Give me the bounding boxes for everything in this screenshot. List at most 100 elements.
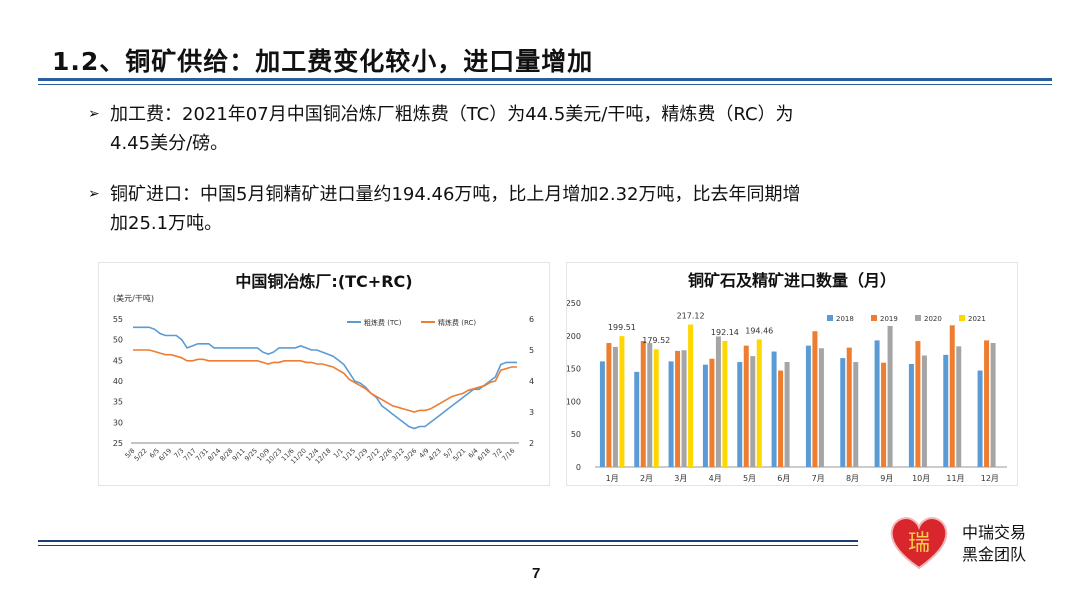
x-tick-label: 10月: [912, 474, 930, 483]
chart-title: 中国铜冶炼厂:(TC+RC): [235, 272, 412, 291]
chart-unit-label: (美元/干吨): [113, 293, 154, 303]
bar-2018: [805, 345, 811, 467]
bar-2021: [688, 324, 694, 467]
bar-2020: [990, 343, 996, 467]
x-tick-label: 4月: [709, 474, 722, 483]
y-left-tick-label: 55: [113, 315, 123, 324]
bar-2020: [750, 356, 756, 467]
legend-label: 2018: [836, 315, 854, 323]
legend-label: 精炼费 (RC): [438, 318, 476, 327]
page-number: 7: [532, 565, 541, 582]
y-tick-label: 50: [571, 430, 581, 439]
footer-divider: [38, 540, 858, 542]
x-tick-label: 3/26: [402, 447, 418, 463]
y-right-tick-label: 5: [529, 346, 534, 355]
import-chart-panel: 铜矿石及精矿进口数量（月） 0 50 100 150 200 250 1月 2月 3月 4月 5月 6…: [566, 262, 1018, 486]
tcrc-line-chart: 中国铜冶炼厂:(TC+RC) (美元/干吨) 25303540455055234…: [113, 272, 534, 466]
footer-divider-thin: [38, 545, 858, 546]
y-right-tick-label: 3: [529, 408, 534, 417]
bar-2018: [977, 370, 983, 467]
bullet-line-1: 加工费：2021年07月中国铜冶炼厂粗炼费（TC）为44.5美元/干吨，精炼费（…: [110, 104, 794, 125]
x-tick-label: 7月: [812, 474, 825, 483]
bar-2019: [675, 350, 681, 467]
bar-2020: [715, 336, 721, 467]
bar-2019: [915, 341, 921, 467]
x-tick-label: 5月: [743, 474, 756, 483]
x-tick-label: 5/22: [133, 447, 149, 463]
data-label: 192.14: [711, 328, 739, 337]
x-tick-label: 6/18: [476, 447, 492, 463]
bar-2021: [722, 340, 728, 467]
y-left-tick-label: 45: [113, 356, 123, 365]
bar-2020: [956, 346, 962, 467]
legend-label: 粗炼费 (TC): [364, 318, 402, 327]
brand-line-2: 黑金团队: [962, 545, 1027, 564]
bar-2020: [784, 362, 790, 467]
series-line-tc: [133, 326, 517, 430]
bar-2018: [908, 364, 914, 467]
logo-lettering: 瑞: [908, 531, 930, 556]
bullet-line-1: 铜矿进口：中国5月铜精矿进口量约194.46万吨，比上月增加2.32万吨，比去年…: [110, 184, 801, 205]
bar-2019: [606, 343, 612, 467]
y-left-tick-label: 40: [113, 377, 123, 386]
x-tick-label: 9月: [880, 474, 893, 483]
bar-2020: [853, 362, 859, 467]
bar-2019: [778, 370, 784, 467]
bar-2018: [702, 364, 708, 467]
bullet-line-2: 加25.1万吨。: [110, 213, 223, 234]
x-tick-label: 6月: [777, 474, 790, 483]
legend-label: 2021: [968, 315, 986, 323]
bar-2019: [984, 340, 990, 467]
x-tick-label: 12月: [981, 474, 999, 483]
arrow-bullet-icon: ➢: [88, 186, 100, 202]
y-left-tick-label: 50: [113, 336, 123, 345]
bar-2019: [949, 325, 955, 467]
x-tick-label: 11月: [946, 474, 964, 483]
y-right-tick-label: 6: [529, 315, 534, 324]
y-right-tick-label: 4: [529, 377, 534, 386]
bar-2018: [737, 362, 743, 467]
bar-2019: [846, 347, 852, 467]
x-tick-label: 7/16: [500, 447, 516, 463]
bar-2019: [743, 345, 749, 467]
y-tick-label: 200: [567, 332, 581, 341]
data-label: 179.52: [642, 336, 670, 345]
bar-2020: [818, 348, 824, 467]
bullet-line-2: 4.45美分/磅。: [110, 133, 229, 154]
brand-block: 中瑞交易 黑金团队: [962, 522, 1026, 566]
bar-2019: [881, 362, 887, 467]
bar-2021: [756, 339, 762, 467]
bar-2018: [668, 361, 674, 467]
bar-2018: [840, 358, 846, 467]
x-tick-label: 3月: [674, 474, 687, 483]
heart-logo-icon: 瑞: [890, 517, 948, 570]
bar-2018: [599, 361, 605, 467]
bar-2019: [709, 358, 715, 467]
x-tick-label: 4/23: [427, 447, 443, 463]
y-right-tick-label: 2: [529, 439, 534, 448]
legend-label: 2019: [880, 315, 898, 323]
tcrc-chart-panel: 中国铜冶炼厂:(TC+RC) (美元/干吨) 25 30 35 40 45 50 55 2 3 4…: [98, 262, 550, 486]
bar-2021: [619, 336, 625, 467]
y-tick-label: 150: [567, 365, 581, 374]
title-divider: [38, 78, 1052, 81]
y-left-tick-label: 25: [113, 439, 123, 448]
arrow-bullet-icon: ➢: [88, 106, 100, 122]
brand-line-1: 中瑞交易: [962, 523, 1027, 542]
bullet-processing-fee: ➢ 加工费：2021年07月中国铜冶炼厂粗炼费（TC）为44.5美元/干吨，精炼…: [88, 100, 970, 158]
bar-2018: [943, 354, 949, 467]
series-line-rc: [133, 349, 517, 413]
x-tick-label: 6/19: [157, 447, 173, 463]
legend-swatch: [915, 315, 921, 321]
bar-2020: [921, 355, 927, 467]
legend-swatch: [871, 315, 877, 321]
bar-2018: [634, 371, 640, 467]
import-bar-chart: 铜矿石及精矿进口数量（月） 0 50 100 150 200 250 1月 2月 3月 4月 5月 6…: [566, 271, 1007, 483]
bar-2020: [647, 343, 653, 467]
data-label: 217.12: [677, 312, 705, 321]
y-tick-label: 250: [567, 299, 581, 308]
chart-title: 铜矿石及精矿进口数量（月）: [688, 271, 896, 290]
bar-2019: [812, 331, 818, 467]
legend-swatch: [827, 315, 833, 321]
data-label: 199.51: [608, 323, 636, 332]
